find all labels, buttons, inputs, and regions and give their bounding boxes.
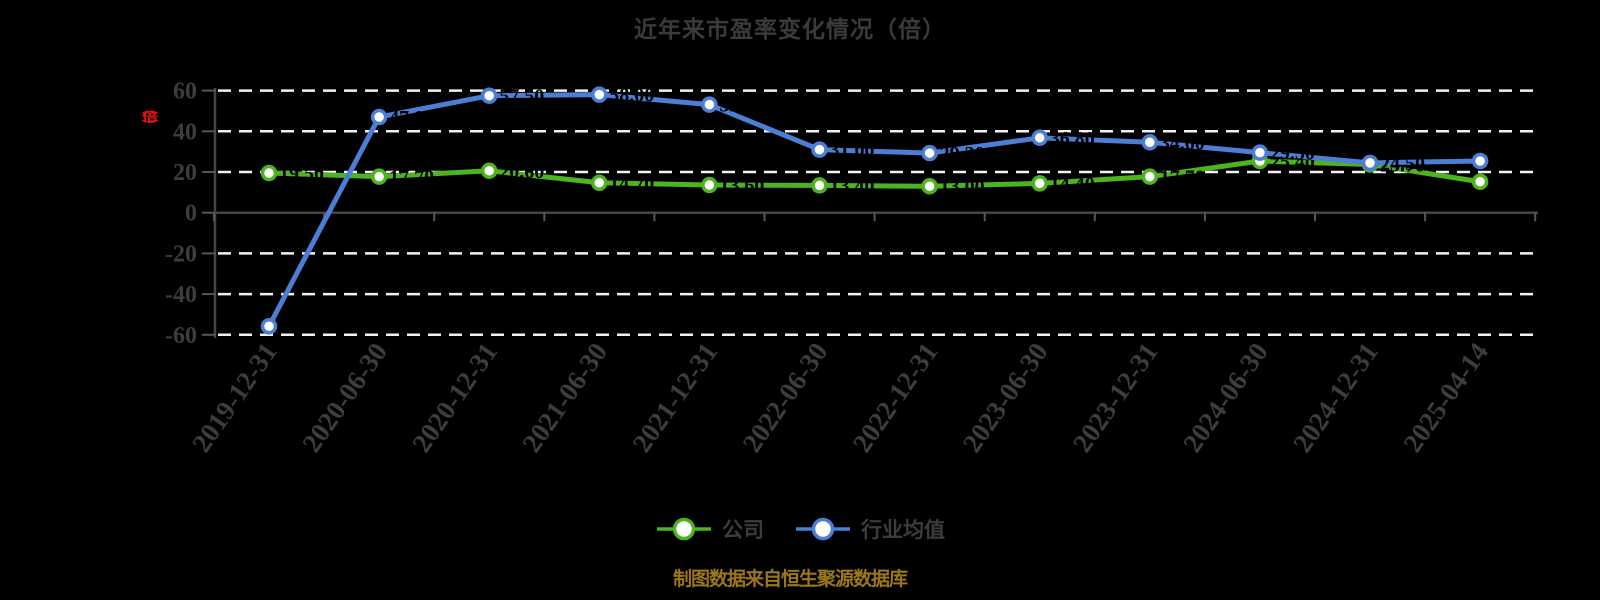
data-point[interactable] [701,96,718,113]
data-point[interactable] [1251,144,1269,161]
data-label: 29.30 [940,143,985,165]
data-label: 14.70 [609,173,654,195]
data-point[interactable] [1361,154,1379,172]
data-label: 47.00 [389,107,434,129]
x-tick-label: 2023-12-31 [1067,337,1164,457]
data-point[interactable] [921,177,938,195]
data-label: 19.50 [279,163,324,185]
data-point[interactable] [811,141,828,158]
data-point[interactable] [701,176,718,194]
legend-label-industry: 行业均值 [861,519,945,542]
data-label: 31.00 [830,140,875,162]
data-label: 29.50 [1270,143,1315,165]
y-tick-label: 20 [173,160,197,186]
legend-label-company: 公司 [722,519,764,542]
x-tick-label: 2022-06-30 [737,337,834,457]
data-point[interactable] [591,86,608,103]
y-tick-label: -20 [165,241,197,267]
data-label: 17.70 [389,167,434,189]
x-tick-label: 2023-06-30 [957,337,1054,457]
data-label: 20.60 [499,161,544,183]
data-point[interactable] [260,318,278,335]
chart-title: 近年来市盈率变化情况（倍） [634,16,946,42]
data-point[interactable] [1471,152,1489,170]
legend-item-industry[interactable]: 行业均值 [794,514,945,544]
data-point[interactable] [1471,173,1489,191]
x-tick-label: 2022-12-31 [847,337,944,457]
x-tick-label: 2019-12-31 [186,337,283,457]
data-label: -55.80 [279,316,331,338]
x-tick-label: 2020-06-30 [296,337,393,457]
data-point[interactable] [1141,134,1159,151]
y-tick-label: -40 [165,282,197,308]
data-point[interactable] [921,144,938,162]
y-tick-label: 40 [173,119,197,145]
data-label: 25.40 [1490,151,1535,173]
data-point[interactable] [1141,168,1159,185]
data-label: 13.00 [940,176,985,198]
data-label: 24.50 [1380,153,1425,175]
y-tick-label: 60 [173,79,197,105]
data-point[interactable] [1031,129,1048,147]
data-label: 36.80 [1050,128,1095,150]
x-tick-label: 2021-06-30 [516,337,613,457]
data-label: 13.40 [830,175,875,197]
industry-series-line [266,92,1483,329]
x-tick-label: 2024-06-30 [1177,337,1274,457]
data-point[interactable] [370,108,388,126]
data-label: 58.00 [609,85,654,107]
data-label: 34.60 [1160,132,1205,154]
data-label: 53.10 [719,95,764,117]
data-source-note: 制图数据来自恒生聚源数据库 [672,569,908,590]
data-point[interactable] [260,164,278,182]
data-label: 57.50 [499,86,544,108]
data-point[interactable] [591,174,608,192]
legend-item-company[interactable]: 公司 [655,514,764,544]
company-series-line [266,158,1483,189]
data-label: 15.20 [1490,172,1535,194]
company-line-marker-icon [657,517,711,541]
data-point[interactable] [480,162,498,180]
data-point[interactable] [370,168,388,185]
data-label: 14.40 [1050,173,1095,195]
y-axis-unit-label: （倍） [139,103,156,128]
industry-line-marker-icon [796,517,850,541]
x-tick-label: 2025-04-14 [1397,337,1494,457]
y-tick-label: -60 [165,323,197,349]
data-point[interactable] [811,177,828,194]
data-point[interactable] [480,87,498,104]
data-label: 13.60 [719,175,764,197]
x-tick-label: 2024-12-31 [1287,337,1384,457]
data-point[interactable] [1031,175,1048,192]
legend: 公司 行业均值 [0,514,1600,544]
x-tick-label: 2021-12-31 [626,337,723,457]
data-label: 17.70 [1160,167,1205,189]
x-tick-label: 2020-12-31 [406,337,503,457]
y-tick-label: 0 [185,201,197,227]
